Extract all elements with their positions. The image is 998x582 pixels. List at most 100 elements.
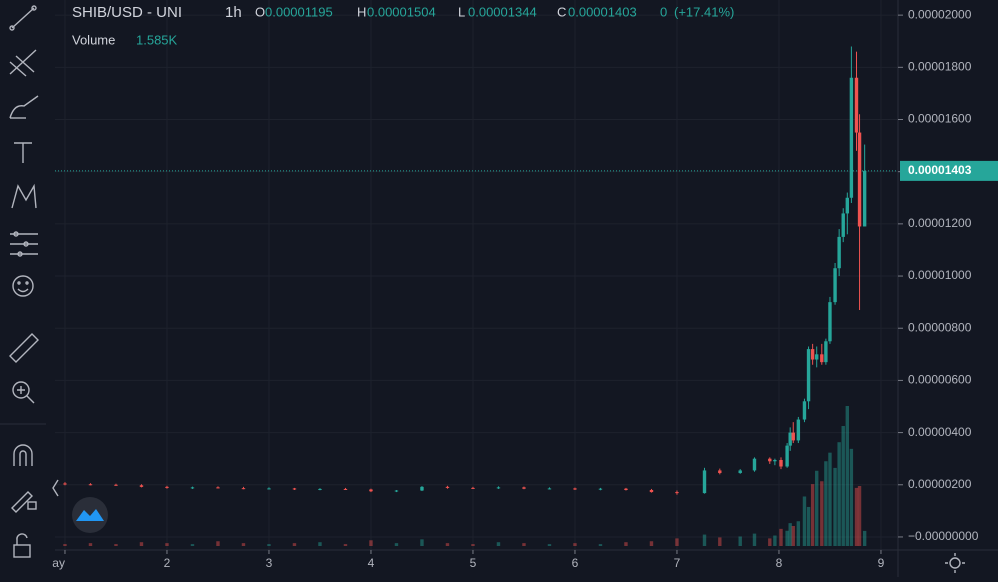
volume-bar — [496, 542, 501, 546]
volume-value: 1.585K — [136, 32, 178, 47]
candle-body — [828, 302, 832, 342]
volume-bar — [445, 543, 450, 546]
ohlc-label: O — [255, 4, 265, 19]
volume-bar — [114, 544, 118, 546]
ohlc-label: L — [458, 4, 465, 19]
y-tick-label: 0.00002000 — [908, 7, 972, 21]
settings-button[interactable] — [945, 553, 965, 573]
volume-bar — [773, 535, 777, 546]
candle-body — [318, 488, 322, 490]
change: 0 — [660, 4, 667, 19]
volume-bar — [785, 530, 789, 546]
volume-bar — [738, 536, 742, 546]
y-tick-label: 0.00000800 — [908, 320, 972, 334]
tool-emoji[interactable] — [12, 275, 34, 297]
candle-body — [471, 487, 475, 489]
ohlc-value: 0.00001504 — [367, 4, 436, 19]
tool-zoom[interactable] — [12, 381, 35, 404]
y-tick-label: −0.00000000 — [908, 529, 979, 543]
tool-magnet[interactable] — [13, 444, 33, 466]
volume-bar — [841, 426, 845, 546]
volume-bar — [573, 543, 577, 546]
volume-bar — [820, 481, 824, 546]
tool-brush[interactable] — [9, 95, 39, 119]
candle-body — [88, 484, 93, 486]
candle-body — [779, 459, 783, 467]
volume-bar — [768, 538, 772, 546]
collapse-button[interactable] — [52, 479, 59, 497]
interval: 1h — [225, 4, 242, 21]
tool-ruler[interactable] — [9, 333, 39, 363]
candle-body — [165, 486, 169, 488]
volume-bar — [791, 526, 795, 546]
candle-body — [768, 458, 772, 462]
candle-body — [624, 488, 628, 490]
volume-bar — [779, 528, 783, 546]
ohlc-value: 0.00001195 — [265, 4, 333, 19]
y-tick-label: 0.00000400 — [908, 425, 972, 439]
candle-body — [815, 354, 819, 360]
volume-bar — [547, 544, 552, 546]
candle-body — [292, 488, 297, 490]
candles — [63, 46, 867, 495]
volume-bar — [849, 448, 854, 546]
volume-bar — [857, 486, 862, 546]
candle-body — [547, 488, 552, 490]
volume-bar — [343, 544, 348, 546]
volume-bar — [471, 544, 475, 546]
x-tick-label: 7 — [674, 556, 681, 570]
volume-bar — [833, 467, 837, 546]
volume-bar — [675, 538, 679, 546]
tool-text[interactable] — [14, 142, 32, 163]
volume-bar — [837, 442, 841, 546]
candle-body — [773, 459, 777, 462]
tool-trend-line[interactable] — [9, 5, 37, 31]
tool-fib[interactable] — [9, 49, 37, 77]
ohlc-value: 0.00001344 — [468, 4, 537, 19]
toolbar — [0, 5, 965, 573]
candle-body — [216, 487, 220, 489]
candle-body — [788, 432, 792, 446]
candle-body — [854, 77, 859, 133]
candle-body — [862, 170, 867, 227]
y-tick-label: 0.00001600 — [908, 112, 972, 126]
tool-prediction[interactable] — [10, 231, 38, 257]
x-tick-label: 9 — [878, 556, 885, 570]
y-tick-label: 0.00001200 — [908, 216, 972, 230]
tool-pattern[interactable] — [11, 183, 37, 209]
logo[interactable] — [72, 497, 108, 533]
x-tick-label: 5 — [470, 556, 477, 570]
candle-body — [702, 470, 707, 494]
volume-bar — [624, 542, 628, 546]
candle-body — [241, 488, 246, 490]
tool-lock-draw[interactable] — [11, 491, 37, 513]
volume-bar — [862, 530, 867, 546]
volume-bar — [190, 544, 195, 546]
candle-body — [139, 485, 144, 487]
volume-bar — [718, 537, 722, 546]
candle-body — [849, 77, 854, 198]
last-price-label: 0.00001403 — [908, 163, 972, 177]
candle-body — [369, 489, 373, 492]
candle-body — [343, 488, 348, 490]
volume-bar — [854, 487, 859, 546]
volume-bar — [63, 544, 67, 546]
x-tick-label: 4 — [368, 556, 375, 570]
candle-body — [573, 488, 577, 490]
tool-lock[interactable] — [13, 533, 31, 558]
candle-body — [649, 489, 654, 493]
candle-body — [857, 132, 862, 227]
volume-bar — [267, 544, 271, 546]
y-tick-label: 0.00000200 — [908, 477, 972, 491]
candle-body — [738, 470, 742, 474]
candle-body — [841, 213, 845, 237]
candle-body — [752, 458, 757, 471]
volume-bar — [216, 541, 220, 546]
axis-labels: 0.000020000.000018000.000016000.00001400… — [52, 7, 998, 570]
candle-body — [718, 470, 722, 474]
candle-body — [114, 484, 118, 486]
x-tick-label: 3 — [266, 556, 273, 570]
x-tick-label: ay — [52, 556, 65, 570]
